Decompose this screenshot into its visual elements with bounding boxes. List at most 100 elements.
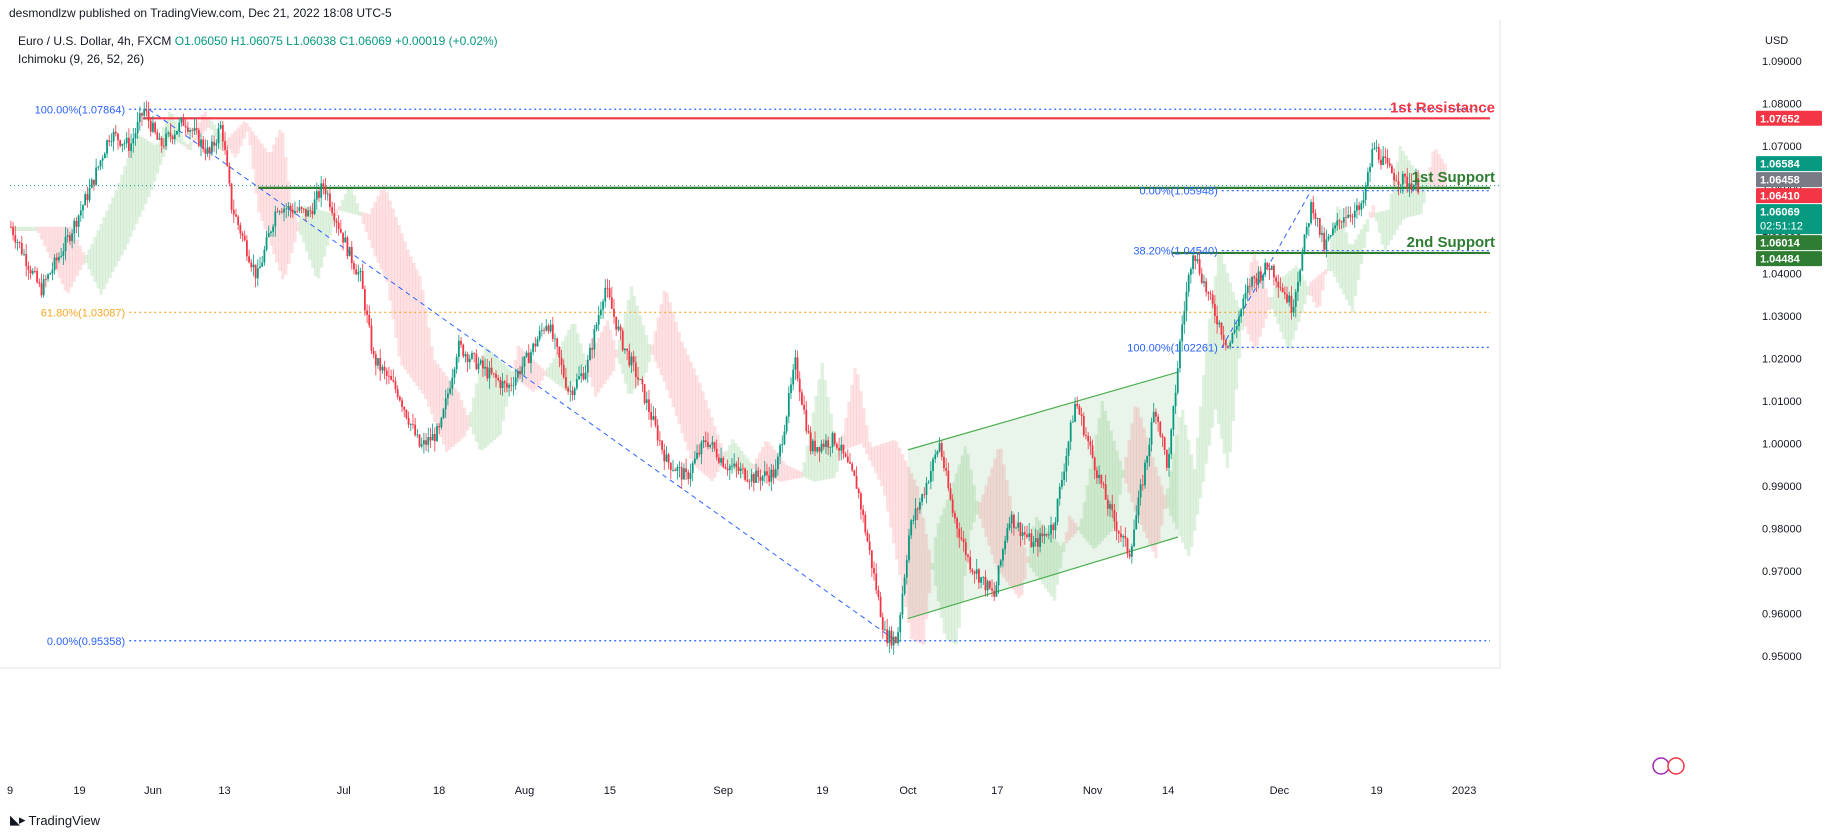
candle-body	[604, 287, 607, 302]
ichimoku-cloud-segment	[1017, 529, 1021, 599]
ichimoku-cloud-segment	[909, 473, 914, 639]
ichimoku-cloud-segment	[677, 331, 681, 425]
candle-body	[678, 467, 681, 468]
footer-brand[interactable]: ◣▸ TradingView	[10, 812, 100, 828]
candle-body	[1240, 309, 1243, 317]
ichimoku-cloud-segment	[236, 127, 240, 154]
ichimoku-cloud-segment	[382, 184, 386, 276]
candle-body	[536, 339, 539, 347]
candle-body	[814, 440, 816, 452]
candle-body	[698, 452, 701, 455]
candle-body	[427, 437, 430, 445]
ichimoku-cloud-segment	[1330, 238, 1334, 272]
candle-body	[578, 376, 580, 380]
x-tick-label: 9	[7, 785, 13, 797]
ichimoku-cloud-segment	[1350, 244, 1355, 312]
candle-body	[776, 456, 779, 470]
candle-body	[287, 205, 290, 209]
candle-body	[477, 363, 480, 370]
candle-body	[256, 268, 259, 279]
candle-body	[1264, 262, 1267, 275]
candle-body	[709, 444, 712, 447]
candle-body	[680, 467, 683, 480]
candle-body	[986, 581, 989, 591]
candle-body	[862, 509, 865, 515]
ichimoku-cloud-segment	[951, 482, 955, 643]
ichimoku-cloud-segment	[969, 469, 973, 531]
candle-body	[1334, 225, 1336, 229]
ichimoku-cloud-segment	[1106, 420, 1110, 535]
ichimoku-cloud-segment	[728, 444, 732, 468]
candle-body	[300, 207, 303, 209]
candle-body	[619, 326, 622, 331]
candle-body	[1015, 527, 1017, 529]
ichimoku-cloud-segment	[427, 327, 431, 407]
ichimoku-cloud-segment	[108, 203, 112, 278]
candle-body	[460, 340, 462, 345]
candle-body	[787, 393, 790, 417]
candle-body	[36, 270, 39, 283]
ichimoku-cloud-segment	[534, 362, 538, 390]
ichimoku-cloud-segment	[334, 209, 339, 217]
ichimoku-cloud-segment	[167, 112, 172, 141]
candle-body	[999, 560, 1002, 566]
candle-body	[143, 109, 146, 116]
ichimoku-cloud-segment	[1058, 545, 1063, 569]
candle-body	[97, 166, 100, 168]
candle-body	[580, 373, 583, 377]
event-flag-icon	[1667, 757, 1685, 775]
ichimoku-cloud-segment	[608, 330, 613, 376]
ichimoku-cloud-segment	[659, 304, 663, 375]
candle-body	[1380, 159, 1382, 165]
ichimoku-cloud-segment	[242, 121, 246, 139]
ichimoku-cloud-segment	[650, 344, 655, 355]
candle-body	[1030, 533, 1033, 547]
candle-body	[910, 520, 913, 536]
ichimoku-cloud-segment	[695, 375, 699, 469]
candle-body	[436, 426, 438, 442]
ichimoku-cloud-segment	[477, 369, 482, 450]
candle-body	[173, 134, 176, 140]
candle-body	[95, 167, 98, 185]
ichimoku-cloud-segment	[117, 182, 121, 262]
candle-body	[510, 384, 513, 386]
tradingview-logo-icon: ◣▸	[10, 812, 26, 827]
ichimoku-cloud-segment	[337, 206, 342, 211]
ichimoku-cloud-segment	[1252, 251, 1256, 350]
candle-body	[47, 274, 49, 280]
candle-body	[523, 356, 526, 367]
candle-body	[1179, 341, 1181, 369]
candle-body	[648, 399, 650, 412]
ichimoku-cloud-segment	[412, 262, 416, 382]
symbol-header[interactable]: Euro / U.S. Dollar, 4h, FXCM O1.06050 H1…	[18, 34, 498, 48]
candle-body	[1323, 232, 1326, 250]
candle-body	[1327, 236, 1330, 240]
indicator-label[interactable]: Ichimoku (9, 26, 52, 26)	[18, 52, 145, 66]
ichimoku-cloud-segment	[1395, 161, 1399, 231]
symbol-name[interactable]: Euro / U.S. Dollar, 4h, FXCM	[18, 34, 172, 48]
candle-body	[722, 458, 725, 468]
candle-body	[359, 271, 362, 273]
ichimoku-cloud-segment	[176, 127, 181, 143]
candle-body	[471, 353, 473, 359]
candle-body	[252, 264, 255, 268]
candle-body	[171, 136, 174, 140]
channel-lower-line	[907, 536, 1179, 620]
ichimoku-cloud-segment	[1261, 279, 1265, 328]
candle-body	[429, 437, 432, 441]
candle-body	[877, 590, 880, 597]
ichimoku-cloud-segment	[1318, 274, 1322, 307]
ichimoku-cloud-segment	[1359, 229, 1364, 264]
ichimoku-cloud-segment	[1335, 206, 1340, 283]
ichimoku-cloud-segment	[1148, 447, 1152, 545]
candle-body	[169, 132, 172, 137]
candle-body	[245, 240, 248, 257]
candle-body	[1063, 471, 1066, 480]
candle-body	[409, 423, 412, 425]
ichimoku-cloud-segment	[582, 353, 586, 369]
candle-body	[324, 186, 327, 195]
ichimoku-cloud-segment	[1267, 297, 1271, 311]
ichimoku-cloud-segment	[978, 502, 982, 519]
candle-body	[1257, 271, 1260, 284]
